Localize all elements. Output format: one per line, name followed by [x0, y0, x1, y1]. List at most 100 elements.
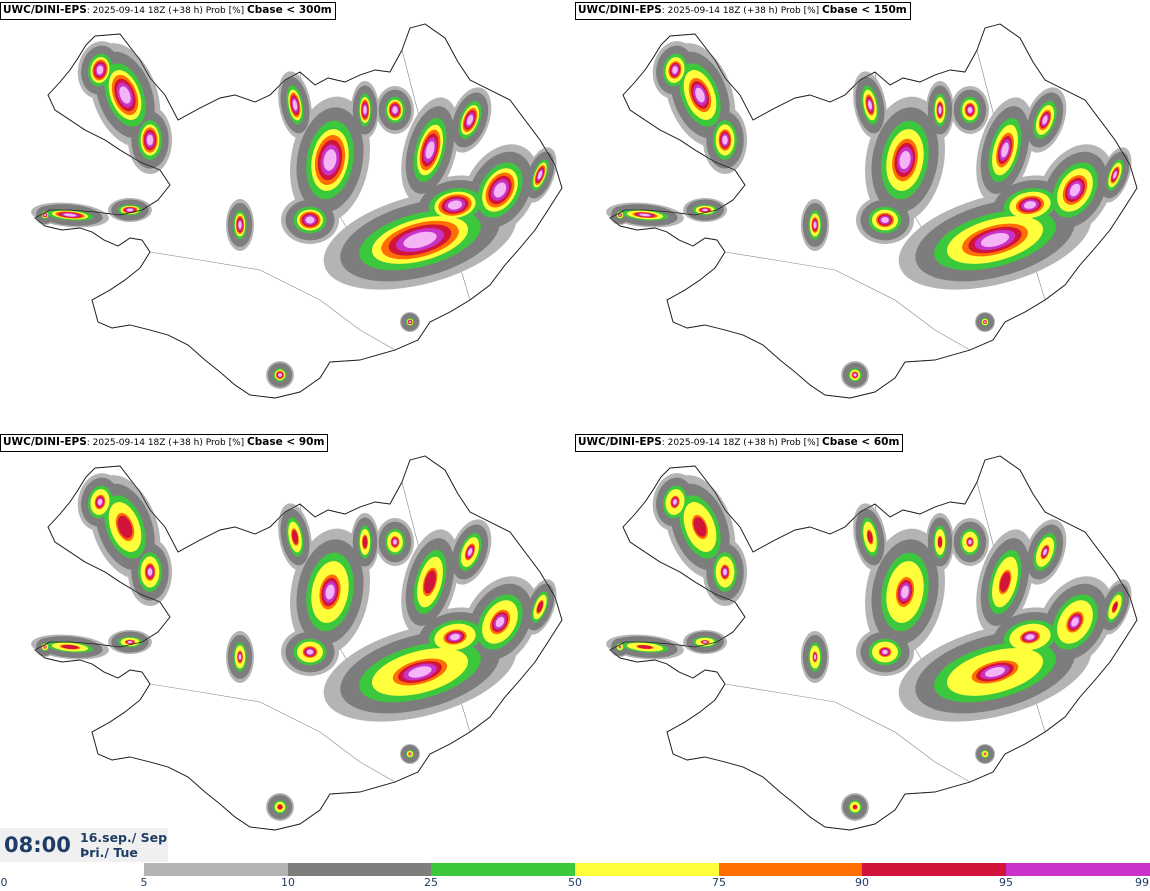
probability-contour [238, 221, 242, 229]
colorbar-segment [575, 863, 719, 876]
probability-contour [1001, 142, 1009, 158]
probability-contour [938, 106, 942, 114]
probability-contour [868, 100, 872, 110]
probability-contour [447, 200, 463, 210]
probability-contour [44, 646, 46, 648]
probability-contour [999, 572, 1011, 592]
probability-contour [693, 517, 707, 537]
run-info: : 2025-09-14 18Z (+38 h) Prob [%] [661, 438, 820, 448]
probability-contour [495, 616, 505, 628]
probability-contour [278, 373, 282, 377]
probability-contour [985, 667, 1005, 677]
probability-colorbar [144, 863, 1150, 876]
probability-contour [1069, 183, 1081, 197]
probability-contour [639, 213, 651, 217]
probability-contour [1113, 171, 1117, 179]
probability-contour [97, 498, 103, 506]
colorbar-segment [1006, 863, 1150, 876]
panel-title: UWC/DINI-EPS: 2025-09-14 18Z (+38 h) Pro… [0, 2, 336, 20]
panel-title: UWC/DINI-EPS: 2025-09-14 18Z (+38 h) Pro… [575, 2, 911, 20]
probability-contour [1043, 548, 1047, 556]
probability-contour [867, 530, 873, 544]
probability-contour [980, 232, 1010, 248]
probability-contour [306, 649, 314, 655]
probability-contour [637, 645, 653, 649]
colorbar-tick-label: 50 [568, 876, 582, 889]
probability-contour [1112, 602, 1118, 612]
colorbar-tick-label: 5 [140, 876, 148, 889]
probability-contour [853, 373, 857, 377]
region-boundary [724, 683, 971, 783]
parameter-label: Cbase < 90m [247, 436, 325, 448]
iceland-probability-map [31, 455, 563, 831]
probability-contour [984, 753, 986, 755]
probability-contour [1071, 617, 1079, 627]
parameter-label: Cbase < 150m [822, 4, 907, 16]
probability-contour [466, 114, 474, 126]
region-boundary [149, 683, 396, 783]
probability-contour [146, 134, 154, 146]
probability-contour [425, 141, 435, 159]
probability-contour [537, 170, 543, 180]
panel-title: UWC/DINI-EPS: 2025-09-14 18Z (+38 h) Pro… [575, 434, 904, 452]
probability-contour [117, 515, 133, 539]
probability-contour [323, 149, 337, 171]
map-panel-3: UWC/DINI-EPS: 2025-09-14 18Z (+38 h) Pro… [0, 432, 575, 862]
colorbar-tick-label: 0 [0, 876, 8, 889]
probability-contour [723, 568, 727, 576]
colorbar-segment [144, 863, 288, 876]
probability-contour [852, 804, 858, 810]
probability-contour [292, 99, 298, 111]
run-info: : 2025-09-14 18Z (+38 h) Prob [%] [86, 438, 245, 448]
map-panel-4: UWC/DINI-EPS: 2025-09-14 18Z (+38 h) Pro… [575, 432, 1150, 862]
probability-contour [1023, 201, 1037, 209]
probability-contour [43, 213, 47, 217]
probability-contour [424, 570, 436, 594]
date-line-1: 16.sep./ Sep [80, 830, 168, 845]
probability-contour [277, 804, 283, 810]
colorbar-tick-label: 95 [999, 876, 1013, 889]
probability-contour [901, 585, 909, 599]
colorbar-tick-label: 99 [1135, 876, 1149, 889]
probability-contour [881, 216, 889, 224]
probability-contour [673, 499, 677, 505]
probability-contour [695, 87, 705, 103]
run-info: : 2025-09-14 18Z (+38 h) Prob [%] [86, 6, 245, 16]
valid-time-box: 08:00 16.sep./ Sep Þri./ Tue [0, 828, 168, 862]
probability-contour [96, 65, 104, 75]
probability-contour [813, 221, 817, 229]
colorbar-tick-label: 75 [712, 876, 726, 889]
colorbar-tick-label: 90 [855, 876, 869, 889]
probability-contour [119, 86, 131, 104]
probability-contour [672, 66, 678, 74]
probability-contour [536, 601, 544, 613]
probability-contour [362, 536, 368, 548]
probability-contour [968, 539, 972, 545]
probability-contour [619, 646, 621, 648]
panel-title: UWC/DINI-EPS: 2025-09-14 18Z (+38 h) Pro… [0, 434, 329, 452]
model-name: UWC/DINI-EPS [578, 436, 662, 448]
iceland-coastline-overlay [609, 23, 1138, 399]
run-info: : 2025-09-14 18Z (+38 h) Prob [%] [661, 6, 820, 16]
probability-contour [147, 568, 153, 576]
probability-contour [450, 633, 460, 641]
probability-contour [1025, 634, 1035, 640]
colorbar-segment [719, 863, 862, 876]
model-name: UWC/DINI-EPS [3, 436, 87, 448]
probability-contour [403, 231, 437, 249]
iceland-coastline-overlay [609, 455, 1138, 831]
probability-contour [291, 529, 299, 545]
model-name: UWC/DINI-EPS [3, 4, 87, 16]
probability-contour [882, 649, 888, 655]
probability-contour [467, 548, 473, 556]
model-name: UWC/DINI-EPS [578, 4, 662, 16]
date-line-2: Þri./ Tue [80, 845, 138, 860]
probability-contour [363, 105, 367, 115]
iceland-coastline-overlay [34, 23, 563, 399]
probability-contour [722, 135, 728, 145]
colorbar-segment [862, 863, 1006, 876]
probability-contour [408, 666, 432, 678]
probability-contour [408, 320, 412, 324]
parameter-label: Cbase < 300m [247, 4, 332, 16]
valid-date: 16.sep./ Sep Þri./ Tue [80, 830, 167, 860]
